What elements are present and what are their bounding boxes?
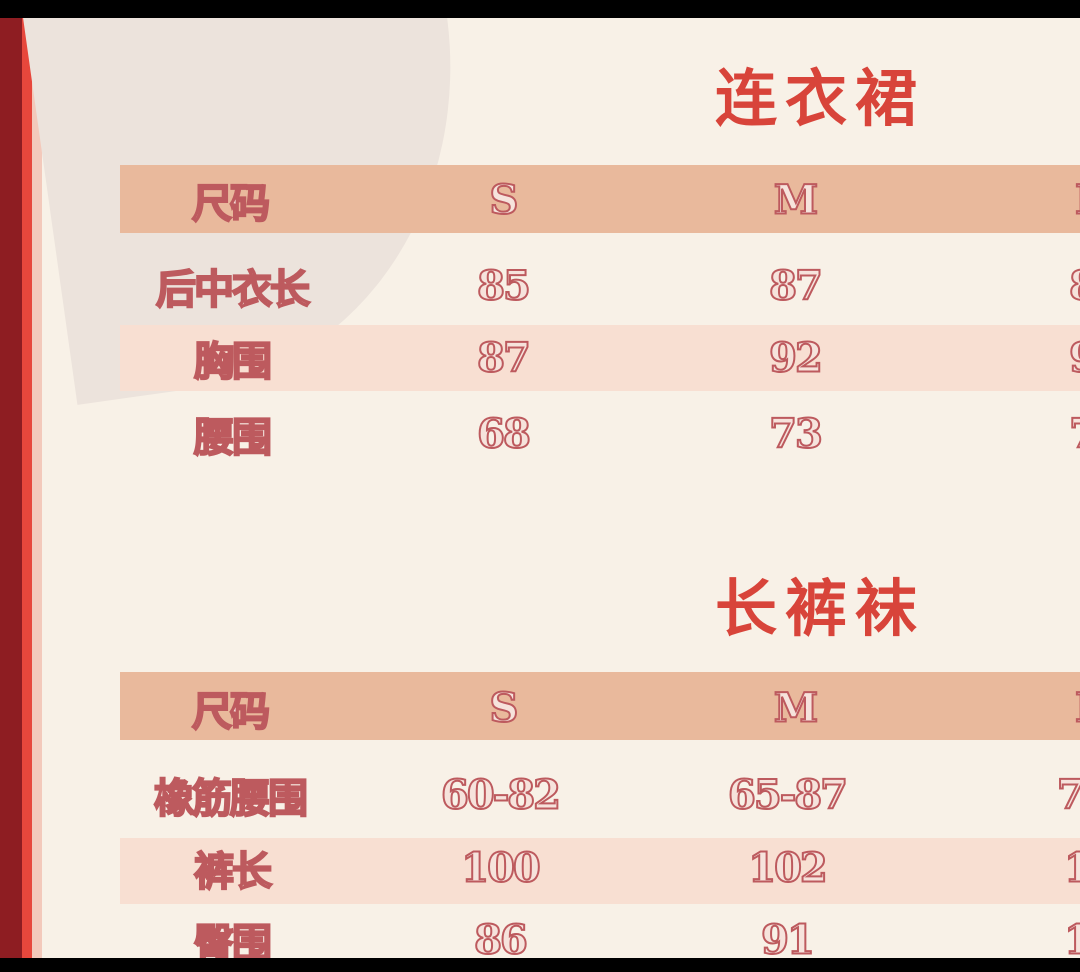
table-cell: 87 [768, 262, 824, 311]
table-cell: 91 [760, 916, 816, 959]
border-stripe [0, 18, 22, 958]
table-cell: 85 [476, 262, 532, 311]
row-label: 腰围 [193, 413, 273, 462]
table-title-dress: 连衣裙 [714, 62, 925, 135]
row-label: 橡筋腰围 [153, 774, 309, 823]
size-chart: 连衣裙 尺码 S M L 后中衣长 85 87 8 胸围 87 92 9 腰围 … [0, 18, 1080, 958]
table-cell: 86 [473, 916, 529, 959]
table-cell: 19 [1063, 916, 1080, 959]
row-label: 臀围 [193, 919, 273, 958]
row-label: 胸围 [193, 337, 273, 386]
row-label: 后中衣长 [155, 265, 311, 314]
header-cell: L [1074, 684, 1080, 733]
header-bar [120, 165, 1080, 233]
header-cell: M [773, 684, 819, 733]
table-cell: 70- [1056, 771, 1080, 820]
header-cell: 尺码 [191, 687, 271, 736]
table-cell: 8 [1068, 262, 1080, 311]
border-stripe [32, 18, 42, 958]
table-cell: 87 [476, 334, 532, 383]
table-cell: 102 [747, 844, 828, 893]
table-cell: 7 [1068, 410, 1080, 459]
header-bar [120, 672, 1080, 740]
table-cell: 60-82 [440, 771, 562, 820]
table-title-tights: 长裤袜 [714, 572, 925, 645]
table-cell: 10 [1063, 844, 1080, 893]
table-cell: 68 [476, 410, 532, 459]
table-cell: 92 [768, 334, 824, 383]
header-cell: S [489, 684, 520, 733]
header-cell: M [773, 176, 819, 225]
table-cell: 100 [460, 844, 541, 893]
header-cell: 尺码 [191, 179, 271, 228]
table-cell: 65-87 [727, 771, 849, 820]
row-band [120, 325, 1080, 391]
border-stripe [22, 18, 32, 958]
table-cell: 73 [768, 410, 824, 459]
row-label: 裤长 [193, 847, 273, 896]
table-cell: 9 [1068, 334, 1080, 383]
header-cell: L [1074, 176, 1080, 225]
row-band [120, 838, 1080, 904]
header-cell: S [489, 176, 520, 225]
